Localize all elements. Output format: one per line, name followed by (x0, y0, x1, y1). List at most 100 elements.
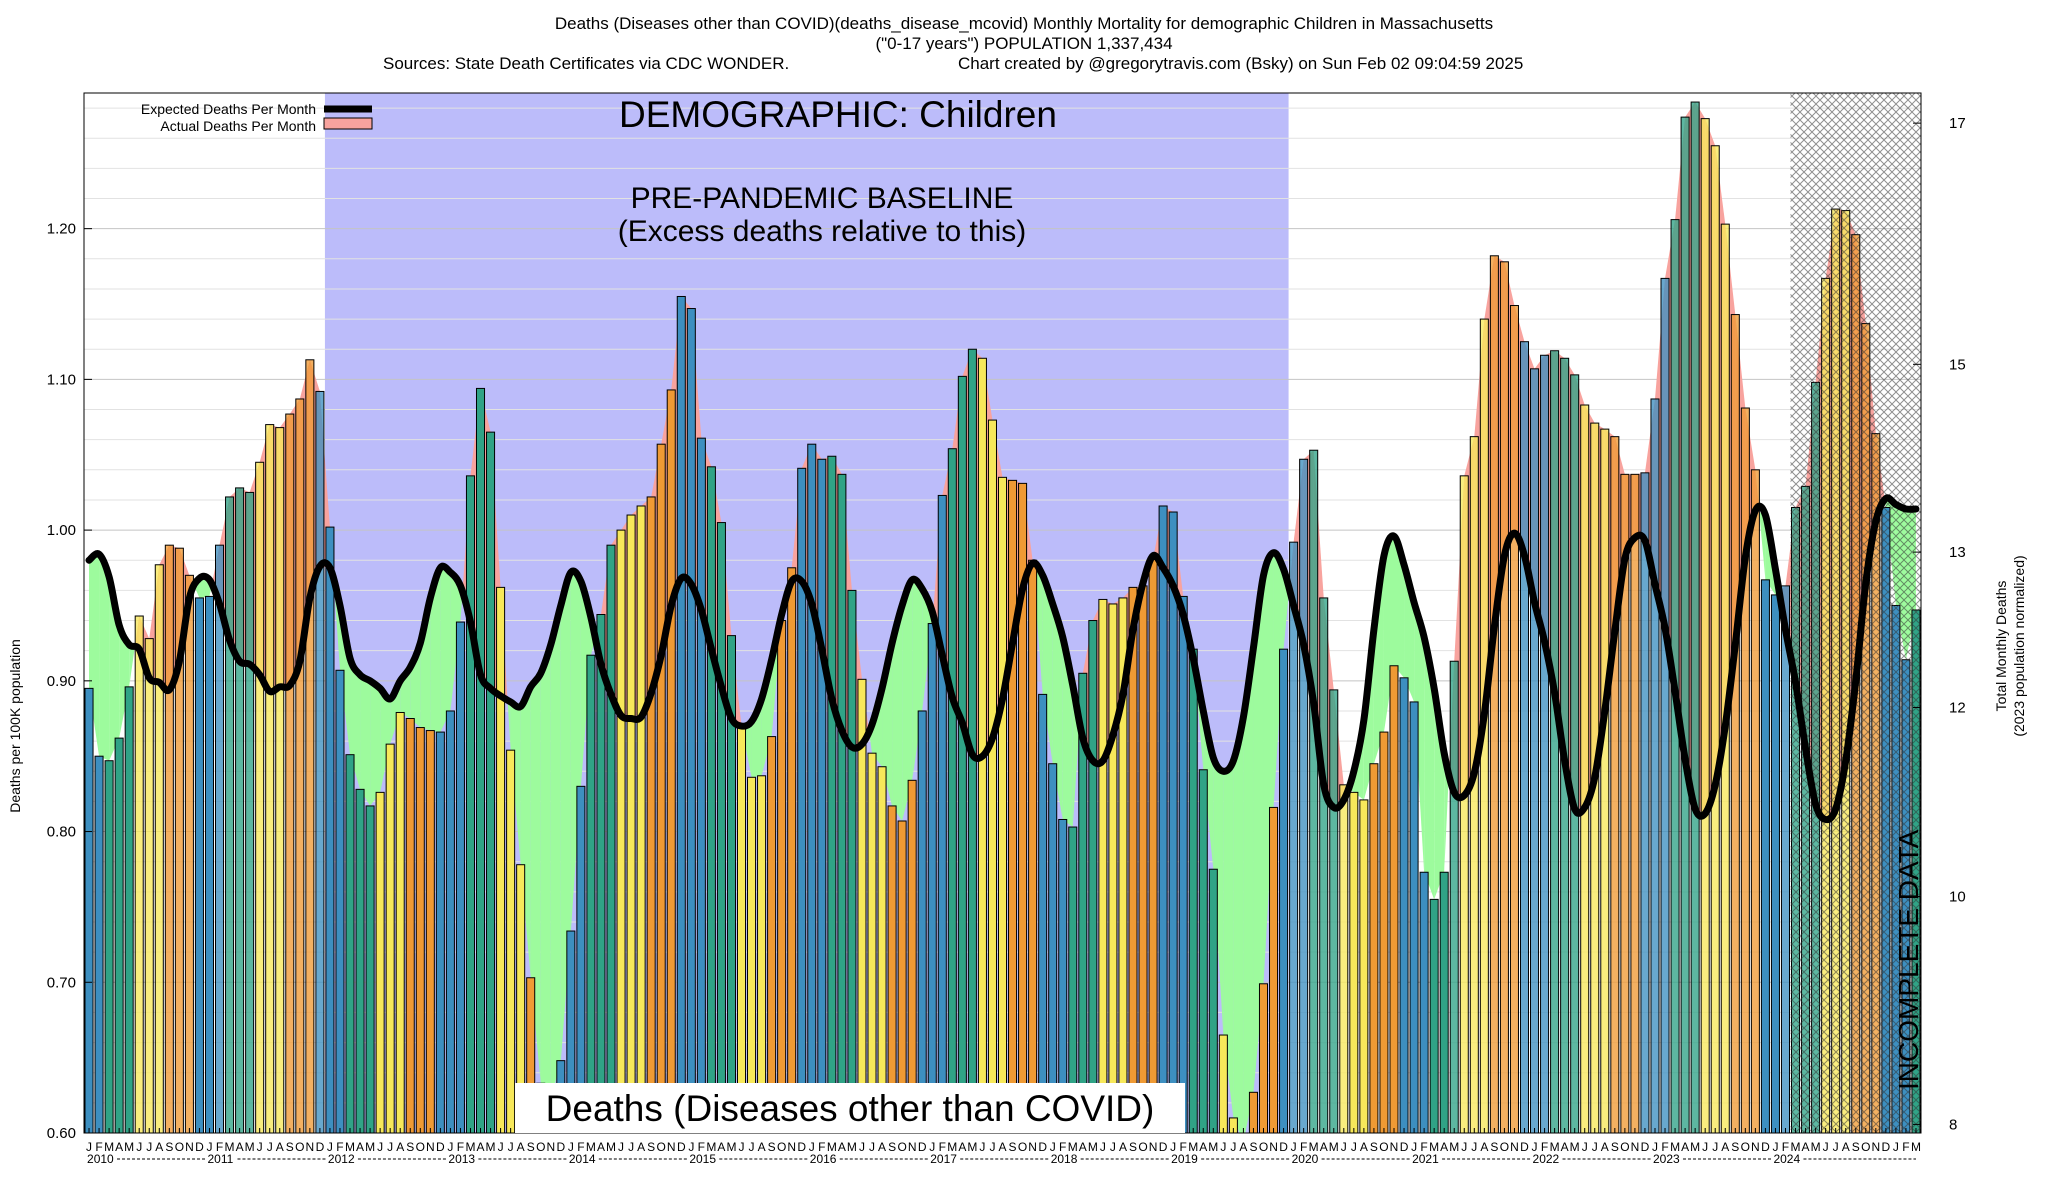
x-tick-label-month: F (216, 1140, 223, 1154)
x-tick-label-month: A (1601, 1140, 1609, 1154)
bar-2013-04 (475, 387, 486, 1133)
excess-deficit-area (380, 688, 391, 793)
x-tick-label-month: M (465, 1140, 475, 1154)
x-tick-label-month: S (527, 1140, 535, 1154)
x-tick-label-month: F (698, 1140, 705, 1154)
bar-2010-10 (174, 547, 184, 1133)
x-tick-label-month: F (1541, 1140, 1548, 1154)
x-tick-label-month: O (416, 1140, 425, 1154)
x-tick-label-month: J (628, 1140, 634, 1154)
bar-2014-01 (566, 930, 576, 1133)
bar-2010-12 (194, 597, 204, 1133)
x-tick-label-month: M (1550, 1140, 1560, 1154)
bar-2015-06 (736, 725, 747, 1133)
x-tick-label-month: J (86, 1140, 92, 1154)
x-tick-label-month: S (406, 1140, 414, 1154)
x-tick-label-month: F (1180, 1140, 1187, 1154)
x-tick-label-month: J (267, 1140, 273, 1154)
x-tick-label-month: O (1259, 1140, 1268, 1154)
y-axis-label-right-note: (2023 population normalized) (2011, 555, 2027, 736)
x-tick-label-month: F (457, 1140, 464, 1154)
bar-2019-03 (1188, 648, 1198, 1133)
bar-2010-09 (164, 544, 174, 1133)
x-tick-label-month: D (1641, 1140, 1650, 1154)
x-tick-label-month: M (1088, 1140, 1098, 1154)
bar-2010-07 (144, 638, 154, 1133)
x-tick-label-month: A (838, 1140, 846, 1154)
bar-2018-12 (1158, 505, 1168, 1133)
bar-2011-05 (245, 491, 255, 1133)
x-tick-label-month: J (447, 1140, 453, 1154)
x-tick-label-month: M (1690, 1140, 1700, 1154)
bar-2022-11 (1630, 473, 1640, 1133)
bar-2012-06 (375, 791, 385, 1133)
bar-2016-03 (827, 455, 837, 1133)
bar-2017-11 (1028, 559, 1038, 1133)
x-tick-label-month: D (436, 1140, 445, 1154)
bar-2013-05 (486, 431, 496, 1133)
x-tick-label-month: N (1751, 1140, 1760, 1154)
bar-2015-01 (686, 308, 696, 1133)
bar-2022-12 (1640, 472, 1650, 1133)
x-tick-label-month: J (1230, 1140, 1236, 1154)
x-tick-label-month: A (878, 1140, 886, 1154)
bar-2015-11 (787, 567, 797, 1133)
x-tick-label-month: F (1902, 1140, 1909, 1154)
x-tick-label-month: J (206, 1140, 212, 1154)
bar-2015-12 (797, 467, 807, 1133)
x-tick-label-month: A (477, 1140, 485, 1154)
bar-2023-10 (1740, 407, 1750, 1133)
bar-2012-12 (435, 731, 445, 1133)
bar-2014-03 (586, 654, 596, 1133)
bar-2010-08 (154, 564, 164, 1133)
legend-actual-swatch (323, 117, 373, 130)
x-tick-label-month: S (1009, 1140, 1017, 1154)
x-tick-label-month: D (1159, 1140, 1168, 1154)
x-tick-label-month: A (597, 1140, 605, 1154)
x-tick-label-month: J (508, 1140, 514, 1154)
bar-2016-02 (817, 458, 827, 1133)
bar-2017-09 (1008, 479, 1018, 1133)
bar-2022-06 (1580, 404, 1590, 1133)
x-tick-label-month: J (1712, 1140, 1718, 1154)
x-tick-label-month: M (1449, 1140, 1459, 1154)
x-tick-label-year: 2018 (1051, 1152, 1078, 1166)
bar-2016-07 (867, 752, 877, 1133)
bar-2018-10 (1138, 585, 1148, 1133)
x-tick-label-year: 2014 (569, 1152, 596, 1166)
x-tick-label-month: M (1670, 1140, 1680, 1154)
legend: Expected Deaths Per Month Actual Deaths … (141, 101, 373, 134)
x-tick-label-month: J (1893, 1140, 1899, 1154)
bar-2019-02 (1178, 595, 1188, 1133)
bar-2013-02 (455, 621, 465, 1133)
bar-2023-02 (1660, 277, 1670, 1133)
x-tick-label-month: M (586, 1140, 596, 1154)
bar-2015-10 (777, 620, 787, 1133)
x-tick-label-month: J (1833, 1140, 1839, 1154)
x-tick-label-month: D (1279, 1140, 1288, 1154)
x-tick-label-month: A (356, 1140, 364, 1154)
x-tick-label-month: J (327, 1140, 333, 1154)
bar-2020-10 (1379, 731, 1389, 1133)
x-tick-label-month: O (1500, 1140, 1509, 1154)
bar-2021-03 (1429, 898, 1439, 1133)
x-tick-label-year: 2023 (1653, 1152, 1680, 1166)
bar-2012-11 (425, 730, 435, 1133)
excess-deficit-area (892, 605, 903, 821)
x-tick-label-month: M (486, 1140, 496, 1154)
x-tick-label-month: N (667, 1140, 676, 1154)
excess-deficit-area (199, 578, 210, 598)
x-tick-label-month: M (606, 1140, 616, 1154)
x-tick-label-month: J (136, 1140, 142, 1154)
x-tick-label-month: J (809, 1140, 815, 1154)
baseline-note: (Excess deaths relative to this) (618, 215, 1027, 248)
x-tick-label-month: J (1220, 1140, 1226, 1154)
bar-2017-03 (947, 448, 957, 1133)
x-tick-label-month: D (1400, 1140, 1409, 1154)
bar-2022-08 (1600, 428, 1610, 1133)
x-tick-label-month: O (1138, 1140, 1147, 1154)
bar-2011-11 (305, 359, 315, 1133)
bar-2014-08 (636, 505, 646, 1133)
excess-deficit-area (550, 605, 561, 1100)
x-tick-label-month: M (967, 1140, 977, 1154)
